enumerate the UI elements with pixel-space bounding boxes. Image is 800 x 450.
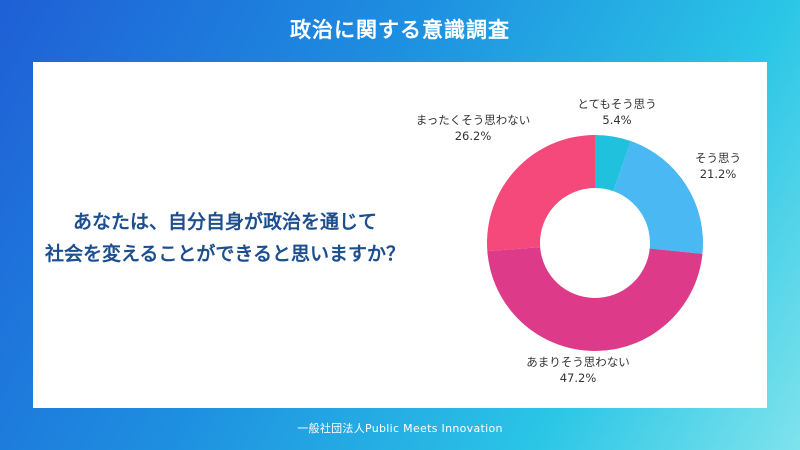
donut-labels: とてもそう思う 5.4% そう思う 21.2% あまりそう思わない 47.2% まったくそう… [416,97,741,385]
footer-organization: 一般社団法人Public Meets Innovation [297,422,503,435]
slice-label-2: そう思う [695,151,741,165]
slice-label-4: まったくそう思わない [416,113,531,127]
donut-slice-3 [487,247,703,352]
donut-slice-1 [595,135,631,192]
content-card [33,62,767,408]
question-line-2: 社会を変えることができると思いますか？ [44,243,406,265]
slice-label-3: あまりそう思わない [526,355,630,369]
donut-slice-4 [486,135,595,252]
slice-value-4: 26.2% [455,129,492,143]
slice-label-1: とてもそう思う [577,97,656,111]
slice-value-2: 21.2% [700,167,737,181]
page-title: 政治に関する意識調査 [290,18,510,42]
question-line-1: あなたは、自分自身が政治を通じて [72,211,377,233]
donut-slices [486,135,703,352]
slice-value-1: 5.4% [602,113,631,127]
slice-value-3: 47.2% [560,371,597,385]
donut-chart: とてもそう思う 5.4% そう思う 21.2% あまりそう思わない 47.2% まったくそう… [416,97,741,385]
survey-question: あなたは、自分自身が政治を通じて 社会を変えることができると思いますか？ [0,206,450,270]
donut-slice-2 [613,141,703,254]
